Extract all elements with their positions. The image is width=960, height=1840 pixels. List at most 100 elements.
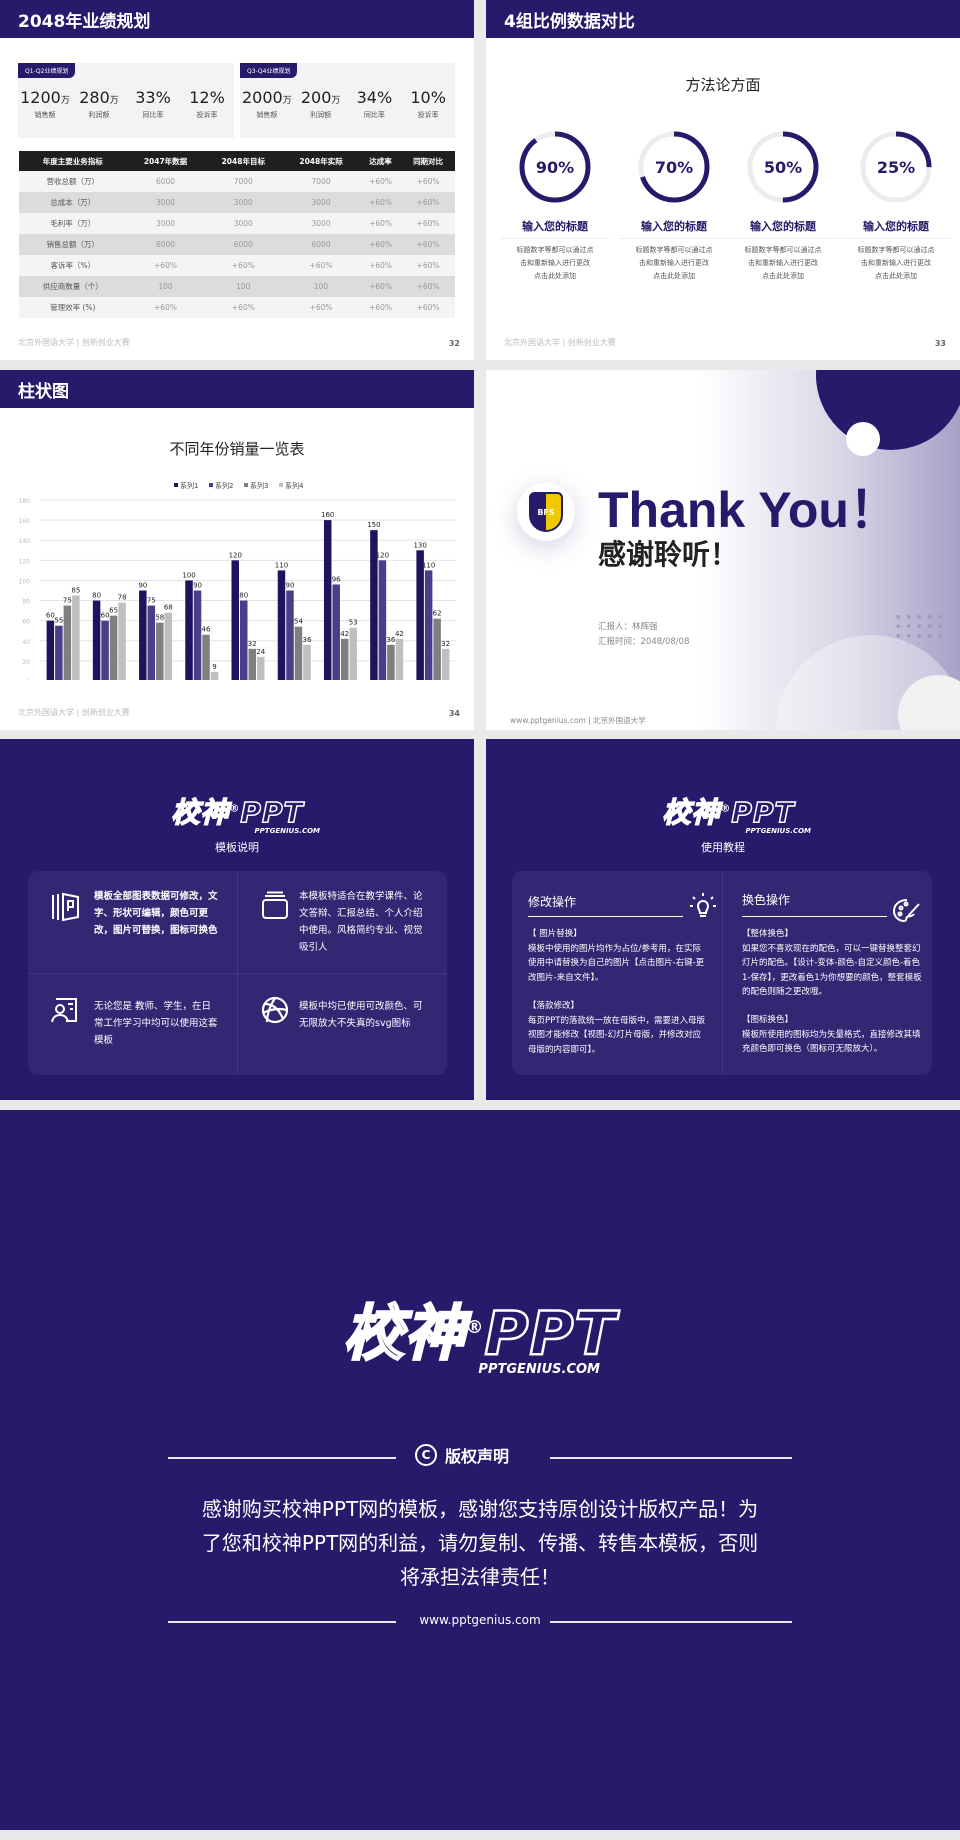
footer: 北京外国语大学 | 创新创业大赛 [18,708,130,717]
data-label: 96 [332,575,341,583]
data-label: 110 [422,561,435,569]
table-cell: 3000 [204,213,283,234]
slide-copyright: 校神®PPT PPTGENIUS.COM C 版权声明 感谢购买校神PPT网的模板… [0,1110,960,1830]
table-cell: 6000 [204,234,283,255]
divider [722,871,723,1075]
copyright-heading: C 版权声明 [415,1443,509,1467]
slide-thank-you: BFS Thank You！ 感谢聆听！ 汇报人：林辉强 汇报时间：2048/0… [486,370,960,730]
data-label: 60 [101,612,110,620]
ring-label: 70% [655,158,693,177]
data-label: 46 [202,626,211,634]
bar [441,648,450,680]
data-label: 80 [239,592,248,600]
data-label: 100 [182,571,195,579]
bar [231,560,239,680]
bar [156,622,164,680]
divider [28,973,447,974]
data-label: 110 [275,561,288,569]
bar [164,612,173,680]
lightbulb-icon [690,893,716,917]
data-label: 90 [138,582,147,590]
ball-icon [261,996,289,1024]
table-cell: +60% [401,171,455,192]
info-text: 无论您是 教师、学生，在日常工作学习中均可以使用这套模板 [94,1001,218,1046]
slide-title: 4组比例数据对比 [486,0,960,38]
decor-dots [893,612,948,644]
table-cell: 毛利率（万） [19,213,127,234]
table-cell: +60% [359,234,402,255]
ring-fill [747,131,819,203]
brand-logo: 校神®PPT PPTGENIUS.COM [171,795,320,835]
ring-fill [638,131,710,203]
y-tick-label: 180 [19,498,31,505]
bar [378,560,387,680]
bar [294,626,303,680]
table-cell: +60% [204,297,283,318]
kpi: 200万 利润额 [300,88,341,119]
footer: 北京外国语大学 | 创新创业大赛 [504,338,616,347]
progress-ring: 25% [860,131,932,203]
data-label: 62 [433,610,442,618]
reporter: 汇报人：林辉强 [598,622,658,632]
table-cell: 6000 [126,234,205,255]
table-cell: 3000 [126,213,205,234]
divider [550,1457,792,1459]
info-text: 本模板特适合在教学课件、论文答辩、汇报总结、个人介绍中使用。风格简约专业、视觉吸… [299,891,423,953]
progress-ring: 90% [519,131,591,203]
ring-fill [860,131,932,203]
bar [109,615,118,680]
table-cell: 3000 [282,192,360,213]
y-tick-label: 0 [26,679,30,680]
copyright-icon: C [415,1444,437,1466]
legend-swatch [209,483,213,487]
table-cell: 销售总额（万） [19,234,127,255]
item-title: 输入您的标题 [522,220,588,233]
bar [416,550,424,680]
kpi: 34% 同比率 [356,88,393,119]
table-row: 供应商数量（个） 100 100 100 +60% +60% [19,276,455,297]
y-tick-label: 140 [19,538,31,545]
table-row: 总成本（万） 3000 3000 3000 +60% +60% [19,192,455,213]
palette-icon [892,899,920,923]
page-number: 34 [448,709,460,718]
data-label: 42 [395,630,404,638]
bar [139,590,147,680]
data-label: 54 [294,618,303,626]
table-cell: +60% [282,297,360,318]
tutorial-box: 修改操作 【 图片替换】 模板中使用的图片均作为占位/参考用，在实际使用中请替换为… [512,871,932,1075]
bar [424,570,433,680]
bar [72,595,80,680]
divider [237,871,238,1075]
data-label: 75 [147,597,156,605]
thank-you-title: Thank You！ [598,482,899,538]
data-label: 24 [256,648,265,656]
bar [370,530,378,680]
bar [277,570,286,680]
bar [63,605,72,680]
bar [185,580,193,680]
table-cell: 100 [282,276,360,297]
page-number: 33 [934,339,946,348]
bar [395,638,404,680]
table-cell: 100 [126,276,205,297]
data-label: 90 [286,582,295,590]
table-cell: +60% [401,276,455,297]
data-label: 58 [155,614,164,622]
table-cell: 3000 [282,213,360,234]
table-cell: +60% [359,276,402,297]
table-cell: +60% [359,171,402,192]
table-header: 同期对比 [401,151,455,171]
table-cell: 营收总额（万） [19,171,127,192]
bar [303,644,311,680]
ring-label: 90% [536,158,574,177]
tutorial-left-title: 修改操作 [528,893,683,917]
info-text: 模板全部图表数据可修改，文字、形状可编辑，颜色可更改，图片可替换，图标可换色 [94,891,218,936]
table-header: 2047年数据 [126,151,205,171]
slide-tutorial: 校神®PPT PPTGENIUS.COM 使用教程 修改操作 【 图片替换】 模板中… [486,739,960,1100]
tutorial-block: 【图标换色】 模板所使用的图标均为矢量格式，直接修改其填充颜色即可换色（图标可无限… [742,1015,921,1054]
website-link[interactable]: www.pptgenius.com [419,1613,541,1627]
slide-34: 柱状图 不同年份销量一览表 02040608010012014016018020… [0,370,474,730]
divider [168,1621,396,1623]
data-label: 36 [386,636,395,644]
y-tick-label: 40 [22,639,30,646]
